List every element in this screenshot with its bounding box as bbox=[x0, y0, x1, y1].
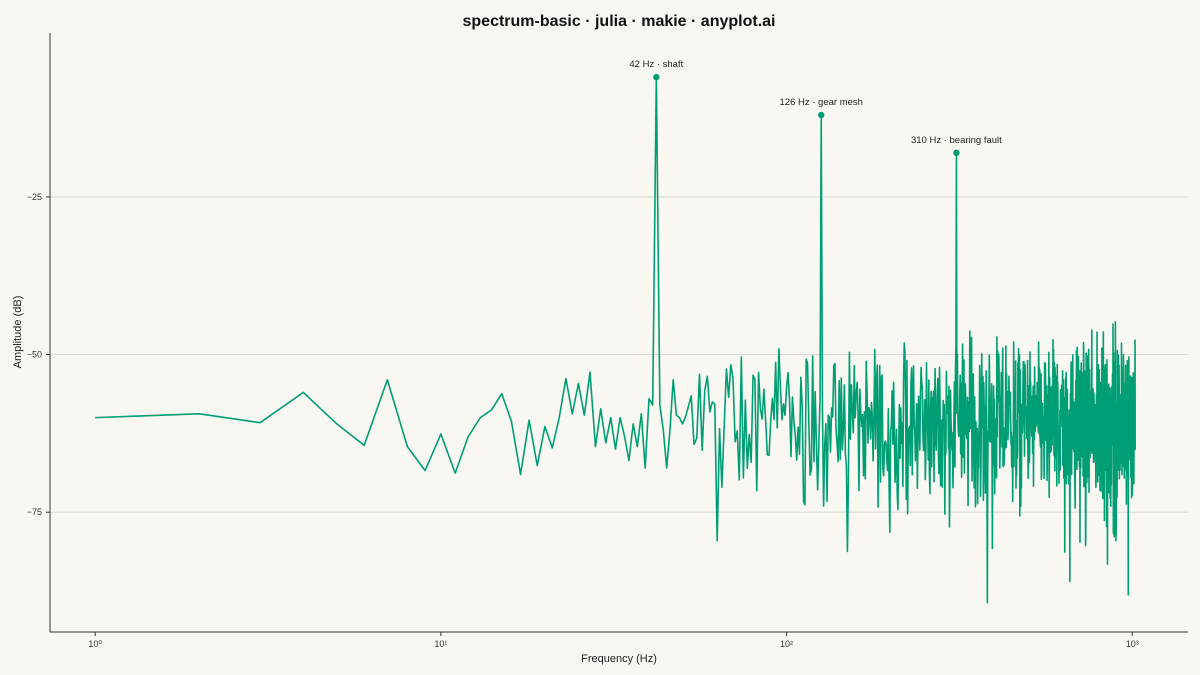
peak-label-0: 42 Hz · shaft bbox=[629, 59, 683, 70]
x-tick-label-2: 10² bbox=[780, 639, 793, 649]
spectrum-series-line bbox=[95, 76, 1136, 604]
peak-marker-0 bbox=[653, 73, 660, 81]
y-tick-label-1: −50 bbox=[27, 350, 42, 360]
peak-annotations: 42 Hz · shaft 126 Hz · gear mesh 310 Hz · … bbox=[629, 59, 1002, 156]
x-axis-label: Frequency (Hz) bbox=[581, 653, 657, 665]
peak-label-1: 126 Hz · gear mesh bbox=[780, 97, 863, 108]
y-axis-label: Amplitude (dB) bbox=[12, 296, 24, 369]
peak-marker-1 bbox=[818, 111, 825, 119]
y-tick-label-2: −75 bbox=[27, 507, 42, 517]
peak-label-2: 310 Hz · bearing fault bbox=[911, 135, 1002, 146]
axis-ticks: −25 −50 −75 10⁰ 10¹ 10² 10³ bbox=[27, 192, 1139, 649]
x-tick-label-3: 10³ bbox=[1126, 639, 1139, 649]
chart-title: spectrum-basic · julia · makie · anyplot… bbox=[463, 13, 776, 30]
x-tick-label-1: 10¹ bbox=[434, 639, 447, 649]
y-tick-label-0: −25 bbox=[27, 192, 42, 202]
peak-marker-2 bbox=[953, 149, 960, 156]
x-tick-label-0: 10⁰ bbox=[88, 639, 102, 649]
